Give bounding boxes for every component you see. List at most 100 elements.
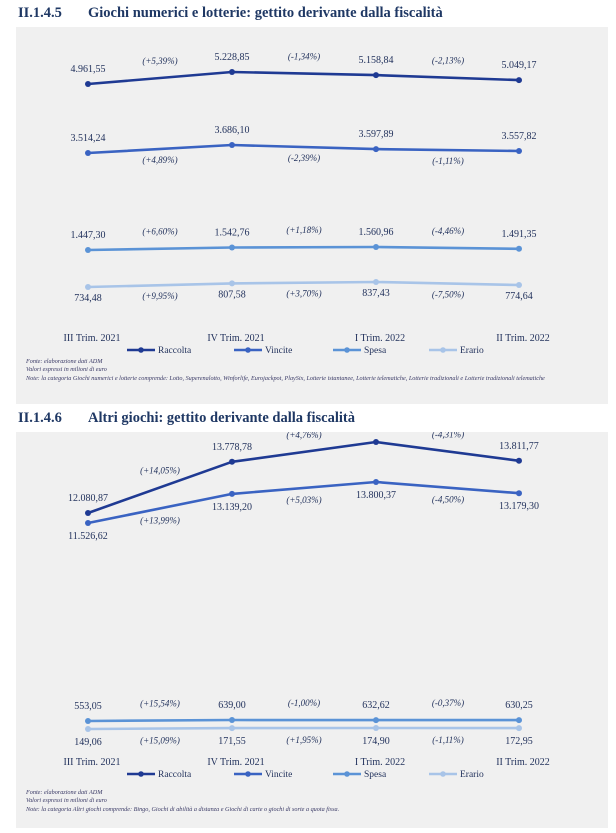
data-point [516, 282, 522, 288]
data-point [229, 244, 235, 251]
legend-label: Spesa [364, 346, 387, 356]
legend-marker [440, 771, 446, 777]
change-label: (+1,95%) [286, 735, 321, 745]
change-label: (-1,11%) [432, 735, 464, 745]
chart-1-notes: Fonte: elaborazione dati ADM Valori espr… [26, 358, 598, 383]
note-categories: Note: la categoria Giochi numerici e lot… [26, 374, 545, 382]
data-label: 3.597,89 [359, 129, 394, 140]
note-source: Fonte: elaborazione dati ADM [26, 789, 103, 796]
data-label: 5.158,84 [359, 55, 394, 66]
data-point [373, 244, 379, 250]
data-point [516, 457, 522, 464]
series-line-erario [87, 726, 520, 731]
series-line-spesa [87, 718, 519, 723]
series-line-raccolta [87, 440, 520, 515]
legend-label: Vincite [265, 770, 292, 780]
data-point [85, 520, 91, 526]
change-label: (+4,89%) [142, 155, 177, 165]
data-label: 13.778,78 [212, 442, 252, 453]
note-units: Valori espressi in milioni di euro [26, 366, 107, 374]
data-label: 630,25 [505, 700, 533, 711]
data-label: 1.491,35 [502, 229, 537, 240]
data-label: 13.139,20 [212, 502, 252, 513]
change-label: (+5,03%) [286, 495, 321, 505]
legend-label: Erario [460, 346, 484, 356]
data-point [373, 279, 379, 285]
data-point [373, 72, 379, 79]
section-title-2: II.1.4.6 Altri giochi: gettito derivante … [18, 410, 355, 427]
data-point [229, 725, 235, 732]
data-point [229, 280, 235, 287]
data-label: 172,95 [505, 736, 533, 747]
data-point [85, 150, 91, 156]
data-label: 1.447,30 [71, 230, 106, 241]
change-label: (+3,70%) [286, 289, 321, 299]
change-label: (-4,31%) [432, 432, 464, 439]
change-label: (-1,11%) [432, 156, 464, 166]
change-label: (+5,39%) [142, 56, 177, 66]
data-point [516, 245, 522, 252]
data-label: 734,48 [74, 293, 102, 304]
change-label: (-4,46%) [432, 226, 464, 236]
legend-label: Raccolta [158, 346, 192, 356]
change-label: (+15,09%) [140, 736, 180, 746]
legend-marker [344, 771, 350, 777]
x-tick-label: III Trim. 2021 [64, 757, 121, 768]
legend-marker [440, 347, 446, 353]
series-line-erario [87, 280, 520, 289]
legend-label: Spesa [364, 770, 387, 780]
legend-label: Raccolta [158, 770, 192, 780]
data-point [85, 510, 91, 516]
note-categories: Note: la categoria Altri giochi comprend… [26, 805, 340, 813]
change-label: (-2,13%) [432, 56, 464, 66]
series-line-spesa [87, 245, 520, 252]
series-line-vincite [87, 143, 520, 155]
data-label: 14.434,53 [356, 432, 396, 433]
data-label: 3.557,82 [502, 131, 537, 142]
data-point [516, 725, 522, 732]
data-label: 553,05 [74, 701, 102, 712]
change-label: (-7,50%) [432, 290, 464, 300]
data-point [229, 458, 235, 465]
data-point [229, 69, 235, 75]
data-label: 837,43 [362, 288, 390, 299]
change-label: (+13,99%) [140, 516, 180, 526]
series-line-vincite [87, 480, 520, 525]
data-point [373, 479, 379, 485]
series-line-raccolta [87, 70, 520, 86]
data-label: 632,62 [362, 700, 390, 711]
data-label: 13.800,37 [356, 490, 396, 501]
note-units: Valori espressi in milioni di euro [26, 797, 107, 805]
data-label: 3.686,10 [215, 125, 250, 136]
note-source: Fonte: elaborazione dati ADM [26, 358, 103, 365]
legend-marker [344, 347, 350, 353]
x-tick-label: III Trim. 2021 [64, 333, 121, 344]
change-label: (-2,39%) [288, 153, 320, 163]
data-point [516, 717, 522, 724]
data-label: 639,00 [218, 700, 246, 711]
section-number: II.1.4.5 [18, 5, 62, 21]
chart-panel-1: 4.961,55 5.228,85 5.158,84 5.049,17 (+5,39%)… [16, 27, 608, 404]
change-label: (+4,76%) [286, 432, 321, 440]
data-label: 13.811,77 [499, 441, 539, 452]
change-label: (+15,54%) [140, 699, 180, 709]
data-label: 174,90 [362, 736, 390, 747]
data-point [85, 247, 91, 253]
data-label: 1.560,96 [359, 227, 394, 238]
data-label: 4.961,55 [71, 64, 106, 75]
data-label: 1.542,76 [215, 228, 250, 239]
data-point [516, 490, 522, 497]
data-label: 149,06 [74, 737, 102, 748]
legend-marker [138, 771, 144, 777]
x-tick-label: II Trim. 2022 [496, 333, 550, 344]
change-label: (-1,34%) [288, 52, 320, 62]
data-point [516, 148, 522, 154]
legend-label: Erario [460, 770, 484, 780]
data-label: 171,55 [218, 736, 246, 747]
legend-marker [245, 347, 251, 353]
data-point [229, 142, 235, 148]
data-point [85, 284, 91, 290]
section-number: II.1.4.6 [18, 410, 62, 426]
data-label: 12.080,87 [68, 493, 108, 504]
data-label: 5.049,17 [502, 60, 537, 71]
